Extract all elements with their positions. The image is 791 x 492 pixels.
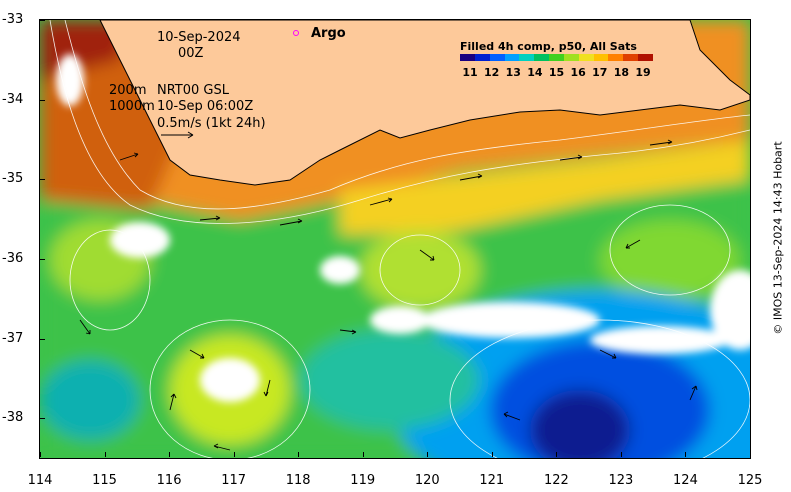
colorbar xyxy=(460,54,653,61)
longitude-tick-mark xyxy=(298,452,300,457)
colorbar-swatch xyxy=(623,54,639,61)
latitude-tick-label: -36 xyxy=(2,250,24,266)
colorbar-swatch xyxy=(608,54,624,61)
bathymetry-contours xyxy=(49,20,750,458)
longitude-tick-mark xyxy=(491,452,493,457)
colorbar-tick-label: 16 xyxy=(570,66,586,79)
product-time-label: 10-Sep 06:00Z xyxy=(157,99,254,114)
latitude-tick-label: -33 xyxy=(2,12,24,27)
longitude-tick-mark xyxy=(40,452,41,457)
sst-map[interactable] xyxy=(39,19,751,459)
longitude-tick-label: 124 xyxy=(673,473,698,488)
longitude-tick-label: 117 xyxy=(221,473,247,488)
legend-title: Filled 4h comp, p50, All Sats xyxy=(460,40,637,53)
contour-1000-label: 1000m xyxy=(109,99,155,114)
colorbar-swatch xyxy=(638,54,653,61)
longitude-tick-label: 118 xyxy=(285,473,311,488)
longitude-tick-mark xyxy=(620,452,622,457)
argo-marker-icon xyxy=(293,30,299,36)
latitude-tick-label: -38 xyxy=(2,410,24,426)
latitude-tick-mark xyxy=(40,179,45,181)
cloud-patches xyxy=(56,54,750,402)
colorbar-swatch xyxy=(593,54,609,61)
latitude-tick-mark xyxy=(40,338,45,340)
longitude-tick-label: 120 xyxy=(414,473,440,488)
longitude-tick-label: 119 xyxy=(350,473,376,488)
longitude-tick-mark xyxy=(556,452,558,457)
colorbar-swatch xyxy=(563,54,579,61)
date-line: 10-Sep-2024 xyxy=(157,30,241,45)
longitude-tick-label: 116 xyxy=(156,473,182,488)
longitude-tick-label: 121 xyxy=(479,473,505,488)
longitude-tick-mark xyxy=(169,452,171,457)
colorbar-swatch xyxy=(504,54,520,61)
latitude-tick-mark xyxy=(40,20,45,21)
latitude-tick-mark xyxy=(40,258,45,260)
latitude-tick-mark xyxy=(40,99,45,101)
contour-200-label: 200m xyxy=(109,83,147,98)
latitude-tick-label: -34 xyxy=(2,91,24,107)
colorbar-tick-label: 12 xyxy=(483,66,500,79)
colorbar-tick-label: 18 xyxy=(613,66,630,79)
colorbar-tick-label: 11 xyxy=(462,66,478,79)
longitude-tick-mark xyxy=(685,452,687,457)
colorbar-swatch xyxy=(578,54,594,61)
argo-label: Argo xyxy=(311,26,346,41)
longitude-tick-mark xyxy=(362,452,364,457)
longitude-tick-mark xyxy=(427,452,429,457)
latitude-tick-mark xyxy=(40,418,45,420)
longitude-tick-label: 115 xyxy=(92,473,117,488)
colorbar-tick-label: 13 xyxy=(505,66,521,79)
longitude-tick-label: 125 xyxy=(737,473,763,488)
credit-text: © IMOS 13-Sep-2024 14:43 Hobart xyxy=(771,141,785,335)
scale-arrow-label: 0.5m/s (1kt 24h) xyxy=(157,116,266,131)
longitude-tick-label: 123 xyxy=(608,473,634,488)
time-line: 00Z xyxy=(178,46,204,61)
current-arrows xyxy=(79,139,698,451)
colorbar-swatch xyxy=(549,54,564,61)
product-label: NRT00 GSL xyxy=(157,83,229,98)
colorbar-tick-label: 19 xyxy=(635,66,651,79)
longitude-tick-mark xyxy=(104,452,106,457)
colorbar-tick-label: 17 xyxy=(592,66,608,79)
scale-arrow-icon xyxy=(161,131,194,139)
longitude-tick-label: 114 xyxy=(27,473,53,488)
latitude-tick-label: -35 xyxy=(2,171,24,187)
longitude-tick-label: 122 xyxy=(543,473,569,488)
colorbar-swatch xyxy=(519,54,535,61)
colorbar-tick-label: 14 xyxy=(527,66,543,79)
colorbar-tick-label: 15 xyxy=(548,66,565,79)
longitude-tick-mark xyxy=(750,452,751,457)
latitude-tick-label: -37 xyxy=(2,330,24,346)
colorbar-swatch xyxy=(534,54,550,61)
colorbar-swatch xyxy=(460,54,475,61)
colorbar-swatch xyxy=(489,54,505,61)
sst-map-canvas xyxy=(40,20,750,458)
land-mass xyxy=(99,20,750,186)
longitude-tick-mark xyxy=(233,452,235,457)
colorbar-swatch xyxy=(474,54,490,61)
